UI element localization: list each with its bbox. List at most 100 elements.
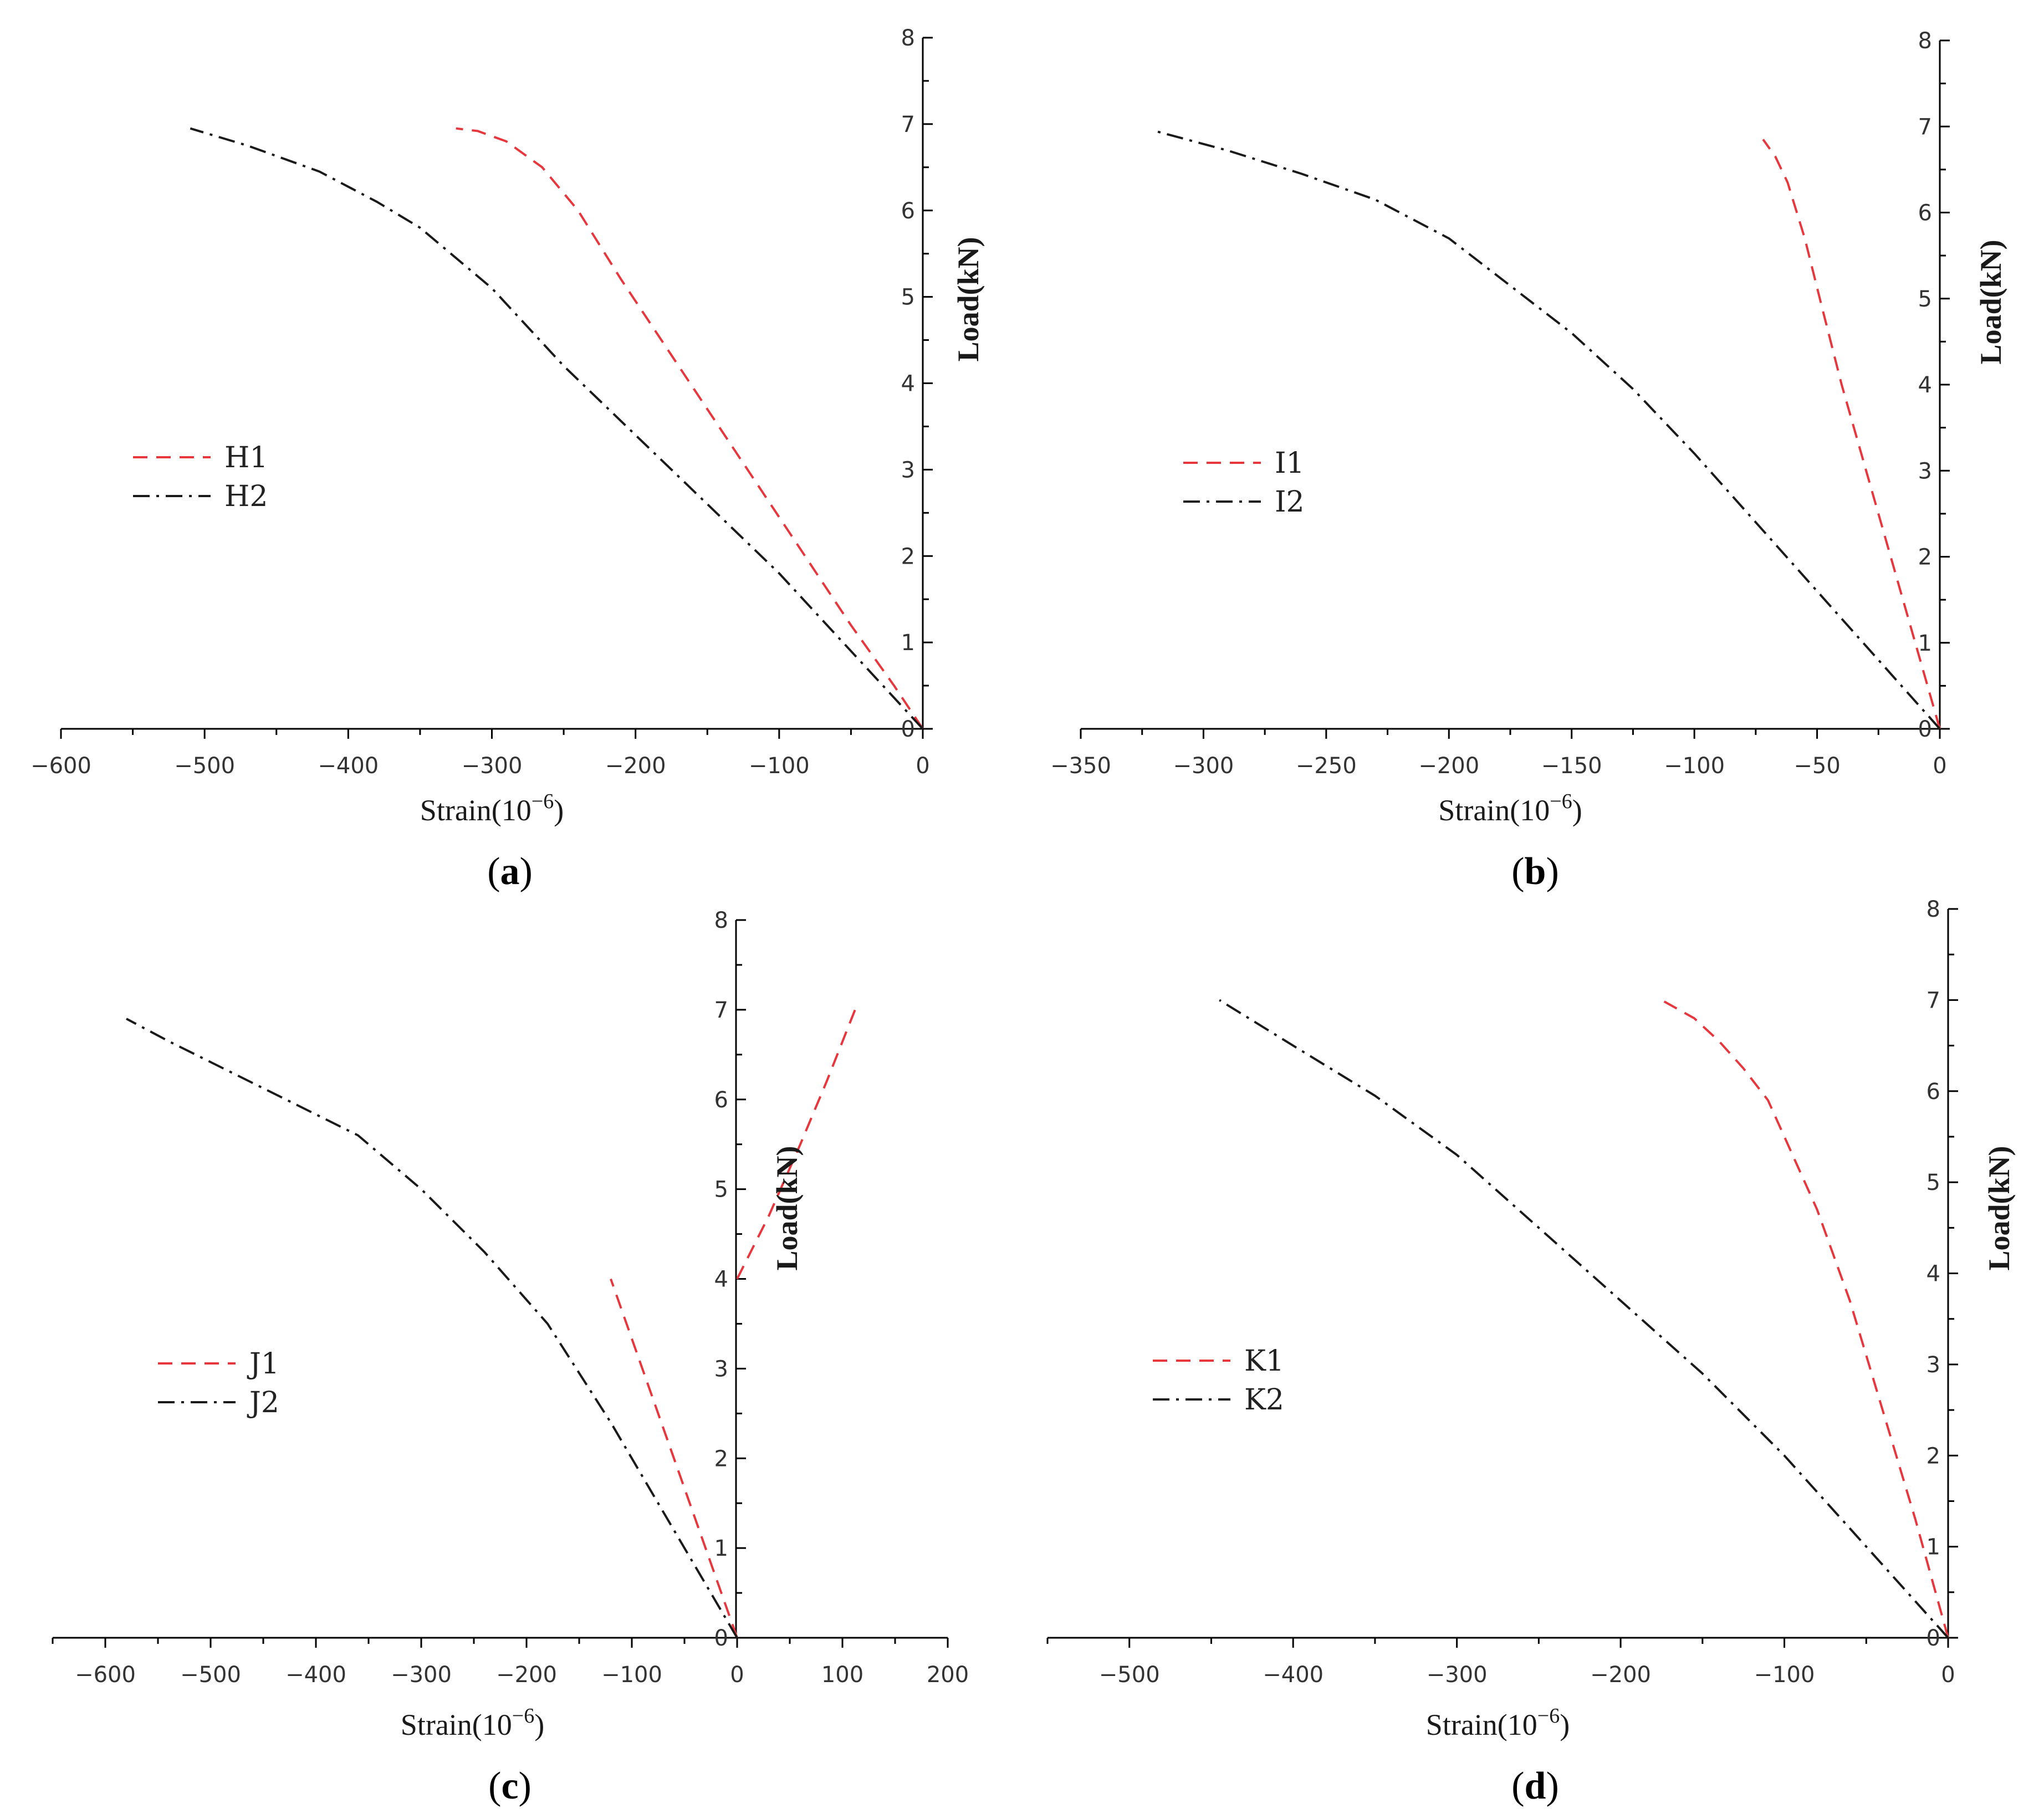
panel-label-letter: d [1525,1765,1546,1807]
y-tick-label: 1 [1927,1535,1940,1560]
x-axis-title-exponent: −6 [532,790,554,813]
panel-label-open: ( [487,850,500,893]
panel-label-open: ( [1511,850,1524,893]
series-line-h1 [456,127,924,730]
series-line-j1 [736,1009,856,1280]
x-axis-title-text: Strain(10 [401,1708,512,1741]
y-tick-label: 0 [1918,717,1932,742]
series-line-i1 [1762,139,1941,729]
y-tick-label: 6 [1927,1079,1940,1105]
y-tick-label: 7 [714,998,728,1023]
y-tick-label: 8 [901,25,915,51]
y-tick-label: 7 [1927,988,1940,1013]
x-tick-label: −250 [1296,753,1357,779]
y-tick-label: 4 [1918,372,1932,398]
panel-label-open: ( [488,1765,501,1807]
x-tick-label: −400 [285,1662,346,1688]
x-tick-label: −500 [180,1662,241,1688]
y-tick-label: 3 [714,1356,728,1382]
series-line-k1 [1661,999,1949,1638]
y-tick-label: 5 [901,285,915,310]
y-tick-label: 5 [1918,287,1932,312]
y-tick-label: 2 [714,1446,728,1471]
x-axis-title-close: ) [554,794,564,827]
y-tick-label: 0 [1927,1626,1940,1651]
legend-label: J1 [247,1347,279,1381]
y-tick-label: 3 [901,457,915,483]
series-line-i2 [1154,130,1941,730]
y-tick-label: 7 [901,112,915,137]
x-axis-title-exponent: −6 [1550,790,1572,813]
x-tick-label: −600 [30,753,91,779]
x-tick-label: −100 [749,753,810,779]
series-line-j2 [126,1018,738,1639]
x-axis-title: Strain(10−6) [401,1704,544,1741]
x-tick-label: −350 [1050,753,1111,779]
x-axis-title: Strain(10−6) [1426,1704,1570,1741]
y-tick-label: 4 [714,1267,728,1292]
panel-label-letter: b [1525,850,1546,893]
y-tick-label: 1 [1918,631,1932,656]
legend-label: K1 [1244,1345,1284,1378]
y-tick-label: 8 [714,908,728,933]
y-tick-label: 5 [714,1177,728,1203]
y-tick-label: 6 [714,1087,728,1113]
panel-label-open: ( [1511,1765,1524,1807]
y-tick-label: 7 [1918,114,1932,140]
x-tick-label: −300 [1427,1662,1488,1688]
x-tick-label: −400 [1263,1662,1324,1688]
y-tick-label: 6 [1918,201,1932,226]
x-axis-title-close: ) [534,1708,544,1741]
x-tick-label: −200 [496,1662,557,1688]
x-axis-title-close: ) [1560,1708,1570,1741]
x-tick-label: −200 [1418,753,1479,779]
x-axis-title-text: Strain(10 [420,794,532,827]
y-tick-label: 2 [1918,545,1932,570]
legend-label: I1 [1275,447,1305,480]
y-tick-label: 8 [1918,28,1932,54]
chart-panel-b: −350 −300 −250 −200 −150 −100 −50 0012345678I1I… [1050,28,2007,893]
x-tick-label: 0 [1941,1662,1955,1688]
x-tick-label: −600 [75,1662,136,1688]
y-tick-label: 3 [1918,458,1932,484]
x-axis-title-close: ) [1572,794,1582,827]
panel-label-close: ) [1546,1765,1558,1807]
x-tick-label: −200 [1590,1662,1651,1688]
panel-label-letter: c [501,1765,518,1807]
y-tick-label: 8 [1927,897,1940,922]
x-axis-title-exponent: −6 [1537,1704,1560,1728]
panel-label-letter: a [500,850,520,893]
x-tick-label: −500 [174,753,235,779]
panel-label: (d) [1511,1765,1559,1807]
panel-label-close: ) [1546,850,1558,893]
x-tick-label: −150 [1541,753,1602,779]
y-tick-label: 0 [714,1626,728,1651]
y-tick-label: 1 [714,1536,728,1561]
x-tick-label: −100 [1754,1662,1815,1688]
x-tick-label: −100 [1664,753,1725,779]
panel-label: (b) [1511,850,1559,893]
chart-panel-c: −600 −500 −400 −300 −200 −100 0 100 200 0 1 2 3 4 5 6 7 8… [52,908,969,1807]
panel-label: (a) [487,850,533,893]
x-tick-label: −500 [1099,1662,1160,1688]
x-tick-label: 0 [916,753,929,779]
y-tick-label: 3 [1927,1352,1940,1378]
x-axis-title-text: Strain(10 [1438,794,1550,827]
y-axis-title: Load(kN) [770,1146,804,1270]
legend-label: H2 [224,480,268,513]
y-tick-label: 4 [901,371,915,397]
panel-label-close: ) [519,1765,532,1807]
y-tick-label: 6 [901,198,915,224]
x-tick-label: −400 [318,753,379,779]
legend-label: K2 [1244,1383,1284,1417]
legend-label: J2 [247,1386,279,1419]
x-tick-label: −100 [601,1662,662,1688]
x-tick-label: −300 [1173,753,1234,779]
chart-panel-a: −600 −500 −400 −300 −200 −100 0012345678H1H2St… [30,25,985,893]
y-axis-title: Load(kN) [1974,239,2007,364]
